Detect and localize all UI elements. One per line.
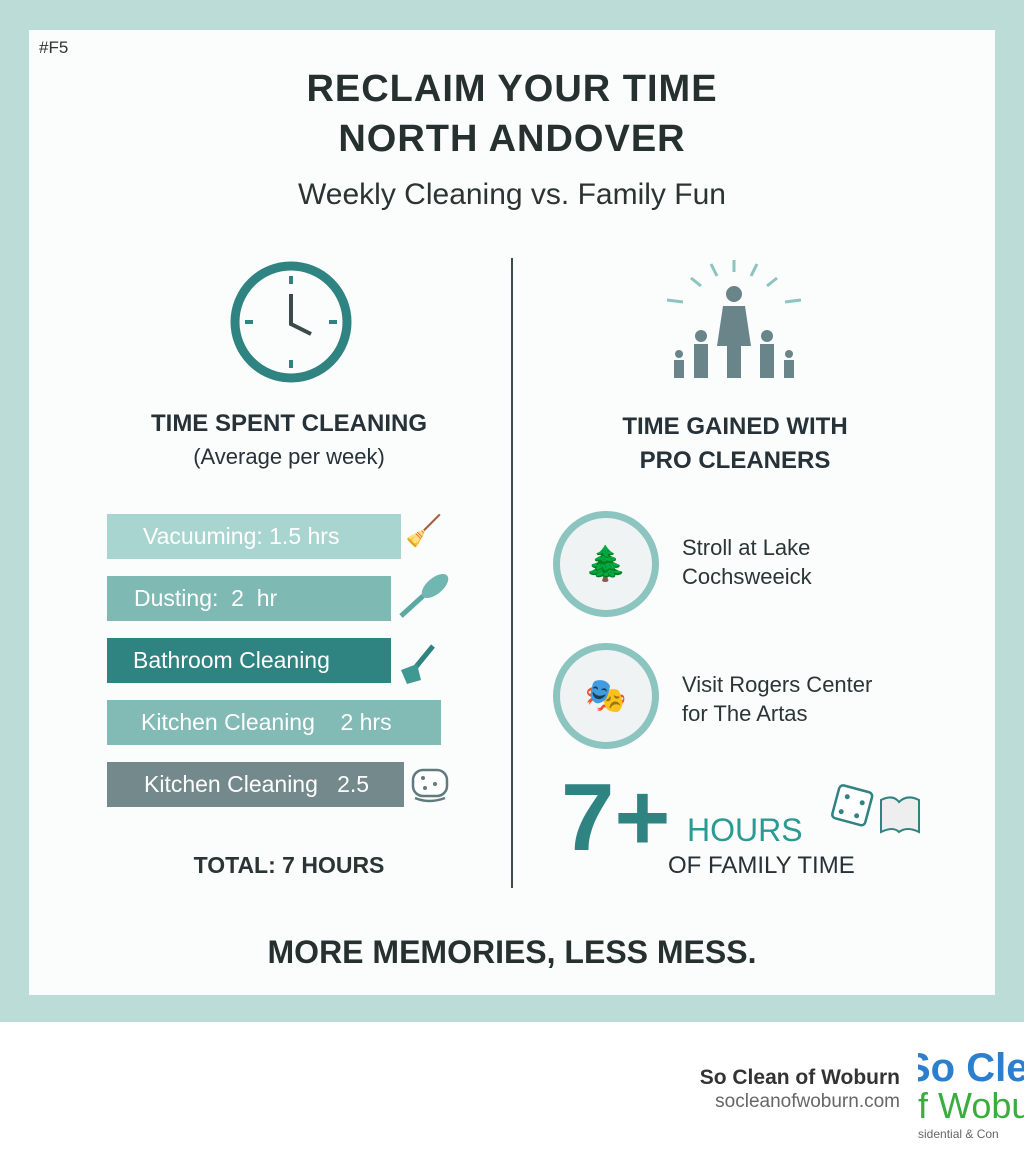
bar-dusting: Dusting: 2 hr xyxy=(107,576,391,621)
activity-text: Cochsweeick xyxy=(682,564,812,589)
bar-kitchen-2: Kitchen Cleaning 2.5 xyxy=(107,762,404,807)
title-line-2: NORTH ANDOVER xyxy=(338,118,686,160)
clock-icon xyxy=(230,261,352,383)
broom-icon: 🧹 xyxy=(405,515,443,548)
feather-duster-icon xyxy=(399,574,449,618)
bar-vacuuming: Vacuuming: 1.5 hrs xyxy=(107,514,401,559)
infographic-card: #F5 RECLAIM YOUR TIME NORTH ANDOVER Week… xyxy=(29,30,995,995)
dice-book-icon xyxy=(831,784,920,834)
logo-line-3: sidential & Con xyxy=(918,1127,999,1141)
left-subheading: (Average per week) xyxy=(193,444,385,469)
activity-text: Stroll at Lake xyxy=(682,535,811,560)
tree-walker-icon: 🌲 xyxy=(553,511,659,617)
subtitle: Weekly Cleaning vs. Family Fun xyxy=(298,178,726,211)
divider xyxy=(511,258,513,888)
bar-bathroom: Bathroom Cleaning xyxy=(107,638,391,683)
brush-icon xyxy=(401,644,435,684)
family-icon xyxy=(666,260,802,378)
activity-text: for The Artas xyxy=(682,701,808,726)
right-heading-line-1: TIME GAINED WITH xyxy=(622,413,848,440)
activity-text: Visit Rogers Center xyxy=(682,672,873,697)
footer-website-link[interactable]: socleanofwoburn.com xyxy=(715,1091,900,1112)
sponge-icon xyxy=(411,768,449,803)
tag-label: #F5 xyxy=(39,38,69,57)
bar-label: Vacuuming: 1.5 hrs xyxy=(143,523,340,549)
bar-label: Dusting: 2 hr xyxy=(134,585,278,611)
hours-label: HOURS xyxy=(687,812,803,848)
logo-line-1: So Cle xyxy=(918,1048,1024,1090)
bar-label: Kitchen Cleaning 2.5 xyxy=(144,771,370,797)
bar-label: Kitchen Cleaning 2 hrs xyxy=(141,709,392,735)
big-number: 7+ xyxy=(561,764,671,871)
theater-masks-icon: 🎭 xyxy=(553,643,659,749)
title-line-1: RECLAIM YOUR TIME xyxy=(306,68,718,110)
company-logo: So Cle f Wobu sidential & Con xyxy=(918,1048,1024,1148)
activity-lake: Stroll at Lake Cochsweeick xyxy=(682,533,812,591)
footer-company-name: So Clean of Woburn xyxy=(699,1066,900,1089)
activity-arts: Visit Rogers Center for The Artas xyxy=(682,670,872,728)
bar-label: Bathroom Cleaning xyxy=(133,647,330,673)
family-time-label: OF FAMILY TIME xyxy=(668,852,855,879)
bar-kitchen: Kitchen Cleaning 2 hrs xyxy=(107,700,441,745)
tagline: MORE MEMORIES, LESS MESS. xyxy=(267,934,757,970)
left-heading: TIME SPENT CLEANING xyxy=(150,410,427,437)
total-hours: TOTAL: 7 HOURS xyxy=(193,852,385,878)
logo-line-2: f Wobu xyxy=(918,1085,1024,1126)
right-heading: TIME GAINED WITH PRO CLEANERS xyxy=(529,410,941,478)
right-heading-line-2: PRO CLEANERS xyxy=(639,447,831,474)
